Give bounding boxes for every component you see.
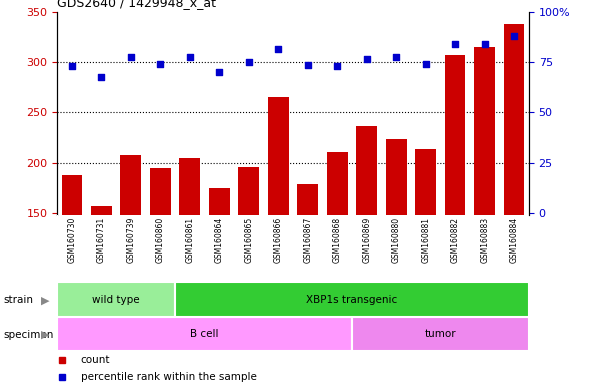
Text: GSM160864: GSM160864 (215, 217, 224, 263)
Text: GSM160869: GSM160869 (362, 217, 371, 263)
Text: GSM160883: GSM160883 (480, 217, 489, 263)
Bar (356, 126, 377, 364)
Text: XBP1s transgenic: XBP1s transgenic (307, 295, 398, 305)
Bar (297, 184, 318, 364)
Bar (61, 175, 82, 364)
Text: tumor: tumor (425, 329, 456, 339)
Point (244, 59, 254, 65)
Bar (386, 139, 406, 364)
Bar (150, 168, 171, 364)
Text: GSM160868: GSM160868 (333, 217, 342, 263)
Bar (504, 23, 525, 364)
Text: GSM160882: GSM160882 (451, 217, 460, 263)
Text: GSM160866: GSM160866 (273, 217, 282, 263)
Bar (445, 55, 466, 364)
Point (97, 74, 106, 80)
Text: specimen: specimen (3, 330, 53, 340)
Text: GSM160731: GSM160731 (97, 217, 106, 263)
Bar (268, 97, 288, 364)
Text: GSM160881: GSM160881 (421, 217, 430, 263)
Bar (474, 47, 495, 364)
Text: GSM160730: GSM160730 (67, 217, 76, 263)
Point (303, 62, 313, 68)
Point (67, 63, 77, 69)
Text: ▶: ▶ (41, 330, 49, 340)
Bar (120, 155, 141, 364)
Text: GSM160860: GSM160860 (156, 217, 165, 263)
Point (126, 54, 136, 60)
Bar (180, 157, 200, 364)
Point (273, 46, 283, 52)
Text: B cell: B cell (191, 329, 219, 339)
Bar (91, 206, 112, 364)
Bar (239, 167, 259, 364)
Text: count: count (81, 356, 110, 366)
Text: wild type: wild type (93, 295, 140, 305)
Bar (57, 317, 352, 351)
Bar (175, 282, 529, 317)
Point (215, 69, 224, 75)
Text: percentile rank within the sample: percentile rank within the sample (81, 372, 257, 382)
Point (509, 33, 519, 39)
Text: GSM160867: GSM160867 (304, 217, 313, 263)
Point (185, 54, 195, 60)
Point (332, 63, 342, 69)
Bar (327, 152, 347, 364)
Point (156, 61, 165, 67)
Bar (209, 188, 230, 364)
Text: strain: strain (3, 295, 33, 305)
Text: GSM160865: GSM160865 (244, 217, 253, 263)
Text: GDS2640 / 1429948_x_at: GDS2640 / 1429948_x_at (57, 0, 216, 9)
Bar (415, 149, 436, 364)
Point (391, 54, 401, 60)
Point (450, 41, 460, 47)
Bar (57, 282, 175, 317)
Point (480, 41, 489, 47)
Text: GSM160739: GSM160739 (126, 217, 135, 263)
Text: GSM160884: GSM160884 (510, 217, 519, 263)
Point (362, 56, 371, 62)
Text: ▶: ▶ (41, 295, 49, 305)
Point (421, 61, 430, 67)
Bar (352, 317, 529, 351)
Text: GSM160880: GSM160880 (392, 217, 401, 263)
Text: GSM160861: GSM160861 (185, 217, 194, 263)
